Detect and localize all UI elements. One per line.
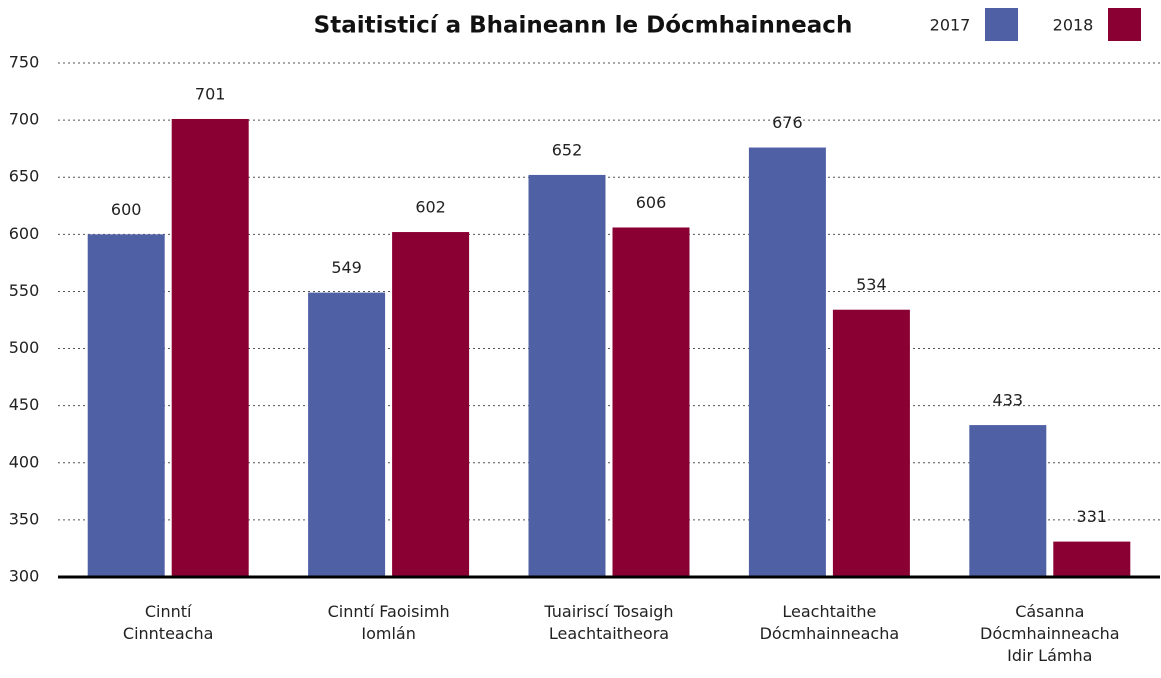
y-tick-label: 600 — [9, 224, 40, 243]
legend-swatch — [985, 8, 1018, 41]
legend-swatch — [1108, 8, 1141, 41]
x-tick-label: Leachtaithe Dócmhainneacha — [759, 602, 900, 643]
data-label: 433 — [993, 391, 1024, 410]
x-tick-label: Tuairiscí Tosaigh Leachtaitheora — [544, 602, 674, 643]
bar — [308, 292, 386, 577]
y-tick-label: 450 — [9, 395, 40, 414]
chart-title: Staitisticí a Bhaineann le Dócmhainneach — [314, 13, 853, 39]
bar — [748, 147, 826, 577]
y-tick-label: 650 — [9, 167, 40, 186]
bar — [969, 425, 1047, 577]
y-tick-label: 350 — [9, 509, 40, 528]
data-label: 602 — [415, 198, 446, 217]
data-label: 652 — [552, 140, 583, 159]
y-tick-label: 700 — [9, 110, 40, 129]
x-tick-label: Cinntí Cinnteacha — [122, 602, 214, 643]
bar — [528, 174, 606, 577]
data-label: 701 — [195, 84, 226, 103]
legend-label: 2018 — [1053, 16, 1094, 35]
bar — [392, 232, 470, 577]
y-tick-label: 300 — [9, 567, 40, 586]
bar — [832, 309, 910, 577]
bar — [1053, 541, 1131, 577]
data-label: 549 — [331, 258, 362, 277]
data-label: 331 — [1077, 507, 1108, 526]
data-label: 676 — [772, 113, 803, 132]
y-tick-label: 400 — [9, 452, 40, 471]
data-label: 600 — [111, 200, 142, 219]
x-tick-label: Cinntí Faoisimh Iomlán — [327, 602, 450, 643]
bar — [171, 118, 249, 578]
bar — [87, 234, 165, 578]
x-tick-label: Cásanna Dócmhainneacha Idir Lámha — [980, 602, 1120, 665]
bar — [612, 227, 690, 578]
y-tick-label: 500 — [9, 338, 40, 357]
y-tick-label: 750 — [9, 53, 40, 72]
legend-label: 2017 — [930, 16, 971, 35]
data-label: 606 — [636, 193, 667, 212]
data-label: 534 — [856, 275, 887, 294]
y-tick-label: 550 — [9, 281, 40, 300]
